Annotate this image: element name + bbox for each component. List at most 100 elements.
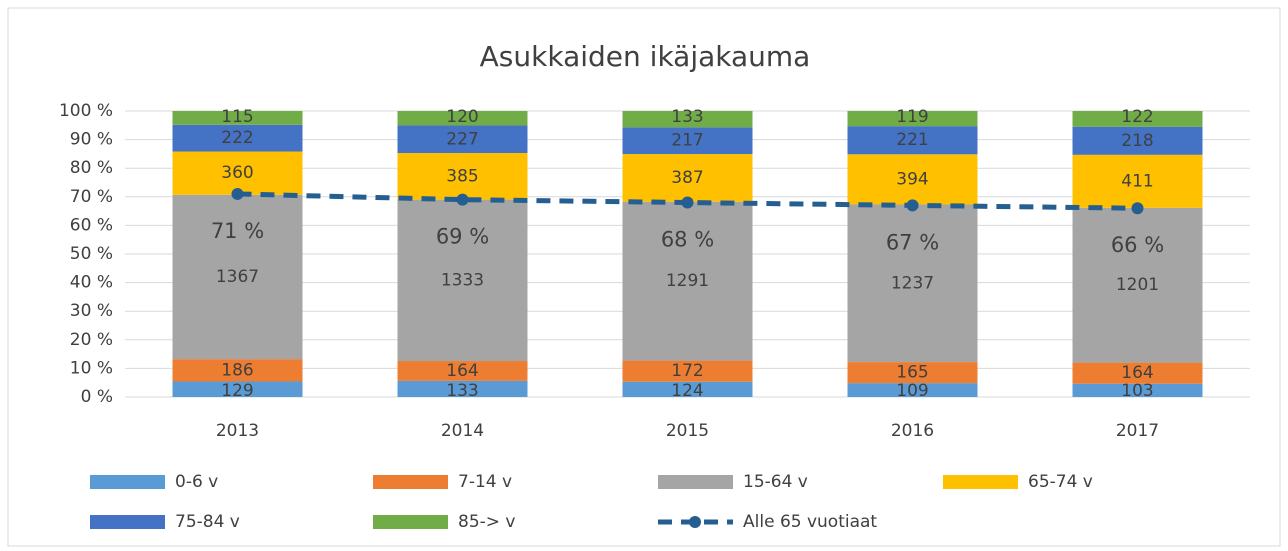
data-label: 360	[221, 163, 253, 183]
legend-label: 15-64 v	[743, 472, 808, 492]
bar-segment	[1072, 126, 1203, 155]
data-label: 1291	[666, 271, 709, 291]
bar-segment	[847, 383, 978, 397]
legend-label: Alle 65 vuotiaat	[743, 512, 877, 532]
bar-segment	[1072, 207, 1203, 363]
bar-segment	[172, 151, 303, 195]
data-label: 411	[1121, 171, 1153, 191]
bar-segment	[172, 359, 303, 382]
line-marker	[1131, 202, 1144, 215]
data-label: 227	[446, 129, 478, 149]
y-tick-label: 90 %	[70, 130, 113, 150]
line-label: 68 %	[661, 228, 714, 252]
y-tick-label: 50 %	[70, 244, 113, 264]
legend-swatch	[373, 475, 448, 489]
data-label: 1333	[441, 270, 484, 290]
data-label: 103	[1121, 381, 1153, 401]
bar-segment	[1072, 362, 1203, 384]
bar-segment	[397, 153, 528, 200]
data-label: 387	[671, 168, 703, 188]
bar-segment	[847, 204, 978, 363]
bar-segment	[1072, 383, 1203, 397]
bar-segment	[172, 124, 303, 152]
data-label: 164	[1121, 363, 1153, 383]
bar-segment	[622, 127, 753, 155]
y-tick-label: 80 %	[70, 158, 113, 178]
data-label: 221	[896, 130, 928, 150]
y-tick-label: 100 %	[59, 101, 113, 121]
data-label: 129	[221, 381, 253, 401]
data-label: 133	[671, 107, 703, 127]
legend-swatch	[658, 475, 733, 489]
line-marker	[231, 187, 244, 200]
data-label: 120	[446, 107, 478, 127]
bar-segment	[397, 111, 528, 126]
bar-segment	[172, 194, 303, 360]
legend-swatch	[90, 475, 165, 489]
bar-segment	[847, 154, 978, 205]
legend-marker	[689, 516, 701, 528]
legend-label: 7-14 v	[458, 472, 512, 492]
data-label: 222	[221, 128, 253, 148]
bar-segment	[397, 380, 528, 397]
line-label: 69 %	[436, 225, 489, 249]
bar-segment	[172, 111, 303, 125]
y-tick-label: 30 %	[70, 301, 113, 321]
x-tick-label: 2013	[216, 421, 259, 441]
data-label: 385	[446, 166, 478, 186]
y-tick-label: 70 %	[70, 187, 113, 207]
data-label: 133	[446, 381, 478, 401]
x-tick-label: 2016	[891, 421, 934, 441]
bar-segment	[397, 199, 528, 362]
line-label: 66 %	[1111, 233, 1164, 257]
bar-segment	[847, 126, 978, 155]
bar-segment	[622, 154, 753, 202]
legend-label: 65-74 v	[1028, 472, 1093, 492]
y-tick-label: 40 %	[70, 273, 113, 293]
legend-label: 85-> v	[458, 512, 515, 532]
data-label: 186	[221, 360, 253, 380]
data-label: 394	[896, 169, 928, 189]
x-tick-label: 2014	[441, 421, 484, 441]
line-label: 71 %	[211, 219, 264, 243]
y-tick-label: 0 %	[81, 387, 113, 407]
data-label: 115	[221, 107, 253, 127]
bar-segment	[172, 381, 303, 397]
legend-label: 75-84 v	[175, 512, 240, 532]
legend-label: 0-6 v	[175, 472, 218, 492]
bar-segment	[847, 111, 978, 127]
x-tick-label: 2015	[666, 421, 709, 441]
data-label: 1201	[1116, 275, 1159, 295]
line-marker	[456, 193, 469, 206]
y-tick-label: 60 %	[70, 215, 113, 235]
data-label: 165	[896, 363, 928, 383]
data-label: 109	[896, 381, 928, 401]
bar-segment	[622, 201, 753, 361]
data-label: 122	[1121, 107, 1153, 127]
data-label: 172	[671, 361, 703, 381]
data-label: 1237	[891, 273, 934, 293]
data-label: 124	[671, 381, 703, 401]
bar-segment	[622, 360, 753, 382]
data-label: 217	[671, 131, 703, 151]
legend-swatch	[373, 515, 448, 529]
bar-segment	[1072, 111, 1203, 127]
bar-segment	[397, 125, 528, 154]
bar-segment	[1072, 154, 1203, 208]
data-label: 1367	[216, 267, 259, 287]
legend-swatch	[90, 515, 165, 529]
bar-segment	[622, 381, 753, 397]
line-label: 67 %	[886, 230, 939, 254]
bar-segment	[847, 362, 978, 384]
chart-title: Asukkaiden ikäjakauma	[480, 40, 811, 73]
line-marker	[681, 196, 694, 209]
bar-segment	[397, 361, 528, 381]
y-tick-label: 20 %	[70, 330, 113, 350]
y-tick-label: 10 %	[70, 358, 113, 378]
bar-segment	[622, 111, 753, 128]
x-tick-label: 2017	[1116, 421, 1159, 441]
legend-swatch	[943, 475, 1018, 489]
data-label: 164	[446, 361, 478, 381]
data-label: 218	[1121, 131, 1153, 151]
